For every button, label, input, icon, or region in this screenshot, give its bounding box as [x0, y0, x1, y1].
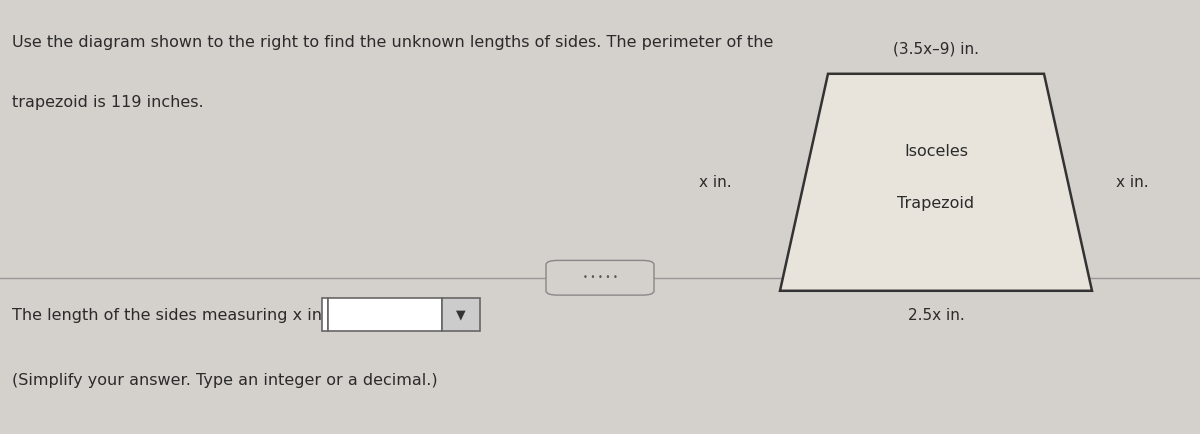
Text: 2.5x in.: 2.5x in.: [907, 308, 965, 323]
FancyBboxPatch shape: [322, 299, 328, 331]
Text: Trapezoid: Trapezoid: [898, 197, 974, 211]
Text: The length of the sides measuring x in. is: The length of the sides measuring x in. …: [12, 308, 346, 323]
Text: (Simplify your answer. Type an integer or a decimal.): (Simplify your answer. Type an integer o…: [12, 373, 438, 388]
Text: Isoceles: Isoceles: [904, 145, 968, 159]
Text: (3.5x–9) in.: (3.5x–9) in.: [893, 41, 979, 56]
FancyBboxPatch shape: [328, 299, 442, 331]
Polygon shape: [780, 74, 1092, 291]
Text: trapezoid is 119 inches.: trapezoid is 119 inches.: [12, 95, 204, 111]
FancyBboxPatch shape: [546, 260, 654, 295]
Text: ▼: ▼: [456, 308, 466, 321]
Text: x in.: x in.: [700, 175, 732, 190]
Text: • • • • •: • • • • •: [582, 273, 618, 282]
Text: x in.: x in.: [1116, 175, 1148, 190]
Text: Use the diagram shown to the right to find the unknown lengths of sides. The per: Use the diagram shown to the right to fi…: [12, 35, 773, 50]
FancyBboxPatch shape: [442, 299, 480, 331]
